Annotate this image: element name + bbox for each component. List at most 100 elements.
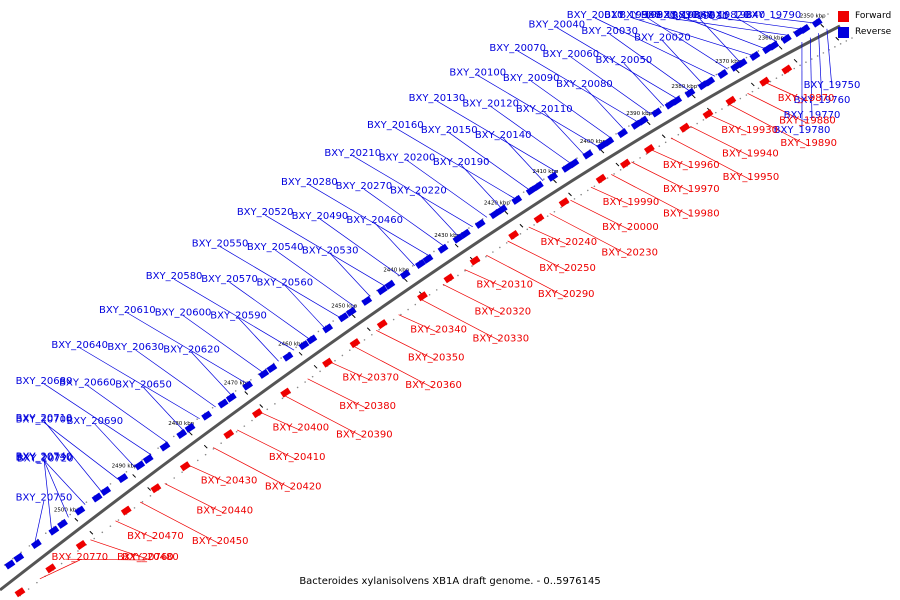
gene-label: BXY_20040 bbox=[528, 20, 585, 31]
guide-dot bbox=[196, 459, 199, 462]
reverse-gene bbox=[30, 539, 42, 550]
guide-dot bbox=[499, 246, 501, 249]
label-leader bbox=[632, 17, 753, 56]
scale-tick bbox=[735, 69, 740, 74]
gene-label: BXY_20280 bbox=[281, 177, 338, 188]
guide-dot bbox=[546, 215, 549, 217]
label-leader bbox=[274, 249, 356, 308]
forward-gene bbox=[322, 357, 333, 368]
guide-dot bbox=[851, 37, 853, 39]
label-leader bbox=[570, 56, 652, 115]
label-leader bbox=[173, 278, 295, 351]
gene-label: BXY_20070 bbox=[489, 43, 546, 54]
label-leader bbox=[460, 164, 502, 209]
gene-label: BXY_20760 bbox=[117, 552, 174, 563]
label-leader bbox=[39, 559, 81, 580]
forward-gene bbox=[702, 109, 714, 120]
guide-dot bbox=[677, 133, 680, 136]
gene-label: BXY_20160 bbox=[367, 120, 424, 131]
guide-dot bbox=[363, 339, 366, 341]
gene-label: BXY_20140 bbox=[475, 130, 532, 141]
reverse-gene bbox=[142, 454, 154, 465]
label-leader bbox=[329, 253, 371, 297]
scale-label: 2350 kbp bbox=[800, 13, 826, 19]
label-leader bbox=[594, 17, 716, 77]
label-leader bbox=[684, 17, 765, 49]
genome-backbone bbox=[0, 24, 841, 592]
guide-dot bbox=[181, 471, 183, 473]
reverse-gene bbox=[4, 559, 16, 570]
guide-dot bbox=[281, 397, 284, 400]
guide-dot bbox=[781, 74, 784, 76]
scale-label: 2500 kbp bbox=[54, 507, 80, 513]
label-leader bbox=[528, 226, 569, 246]
reverse-gene bbox=[704, 76, 716, 87]
guide-dot bbox=[822, 52, 825, 54]
gene-label: BXY_20480 bbox=[122, 552, 179, 563]
gene-label: BXY_20520 bbox=[237, 207, 294, 218]
reverse-gene bbox=[282, 351, 294, 362]
label-leader bbox=[34, 500, 45, 544]
forward-gene bbox=[150, 483, 162, 494]
label-leader bbox=[143, 387, 184, 431]
guide-dot bbox=[645, 153, 648, 155]
guide-dot bbox=[573, 198, 576, 200]
label-leader bbox=[647, 17, 728, 70]
label-leader bbox=[486, 254, 567, 298]
gene-label: BXY_20550 bbox=[192, 239, 249, 250]
gene-label: BXY_20330 bbox=[473, 333, 530, 344]
gene-label: BXY_20250 bbox=[539, 263, 596, 274]
guide-dot bbox=[658, 145, 661, 147]
label-leader bbox=[570, 199, 631, 231]
forward-gene bbox=[45, 563, 57, 574]
guide-dot bbox=[619, 169, 622, 171]
forward-gene bbox=[469, 255, 481, 266]
guide-dot bbox=[211, 406, 214, 409]
gene-label: BXY_20290 bbox=[538, 289, 595, 300]
guide-dot bbox=[250, 379, 252, 381]
guide-dot bbox=[304, 381, 306, 383]
reverse-gene bbox=[525, 185, 537, 196]
gene-label: BXY_20080 bbox=[556, 79, 613, 90]
label-leader bbox=[699, 18, 741, 63]
guide-dot bbox=[44, 532, 47, 535]
forward-gene bbox=[417, 291, 428, 302]
guide-dot bbox=[526, 228, 529, 231]
gene-label: BXY_20190 bbox=[433, 157, 490, 168]
reverse-gene bbox=[361, 295, 373, 306]
guide-dot bbox=[757, 50, 760, 52]
guide-dot bbox=[433, 250, 435, 253]
reverse-gene bbox=[13, 552, 25, 563]
gene-label: BXY_20010 bbox=[567, 10, 624, 21]
scale-tick bbox=[504, 210, 509, 215]
gene-label: BXY_20650 bbox=[115, 380, 172, 391]
label-leader bbox=[135, 349, 216, 408]
scale-label: 2450 kbp bbox=[331, 304, 357, 310]
forward-gene bbox=[443, 273, 455, 284]
guide-dot bbox=[36, 581, 38, 584]
forward-gene bbox=[558, 197, 570, 208]
scale-tick bbox=[313, 364, 318, 369]
guide-dot bbox=[727, 66, 730, 69]
gene-label: BXY_20420 bbox=[265, 482, 322, 493]
gene-label: BXY_20580 bbox=[146, 271, 203, 282]
gene-label: BXY_20710 bbox=[16, 413, 73, 424]
gene-label: BXY_19780 bbox=[774, 125, 831, 136]
scale-tick bbox=[519, 223, 524, 228]
gene-label: BXY_20320 bbox=[475, 306, 532, 317]
guide-dot bbox=[414, 303, 417, 306]
reverse-gene bbox=[384, 279, 396, 290]
gene-label: BXY_20240 bbox=[540, 237, 597, 248]
gene-label: BXY_19760 bbox=[794, 95, 851, 106]
reverse-gene bbox=[57, 518, 68, 529]
scale-label: 2470 kbp bbox=[224, 380, 250, 386]
gene-label: BXY_20360 bbox=[405, 380, 462, 391]
label-leader bbox=[736, 17, 778, 43]
guide-dot bbox=[696, 122, 698, 125]
scale-tick bbox=[778, 45, 783, 50]
gene-label: BXY_20690 bbox=[66, 416, 123, 427]
gene-label: BXY_19950 bbox=[723, 172, 780, 183]
guide-dot bbox=[125, 471, 128, 473]
guide-dot bbox=[615, 133, 617, 135]
reverse-gene bbox=[91, 492, 103, 503]
